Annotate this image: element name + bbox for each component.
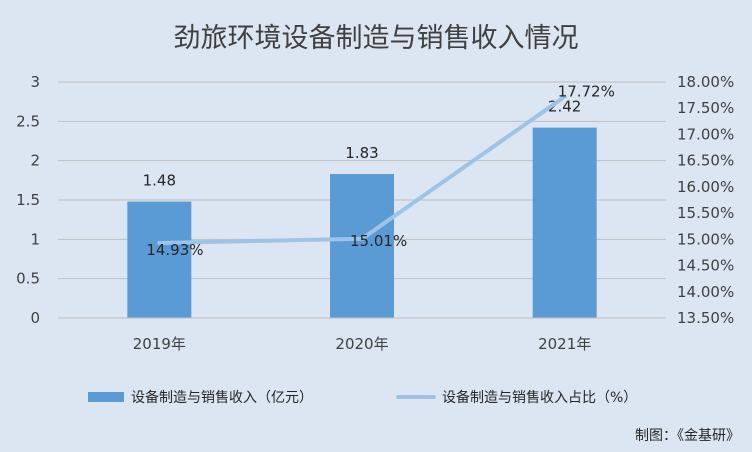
bar-data-label: 1.83 [345, 144, 378, 162]
bar-series: 1.481.832.42 [127, 98, 597, 318]
legend: 设备制造与销售收入（亿元） 设备制造与销售收入占比（%） [88, 389, 637, 406]
x-axis-tick-label: 2019年 [133, 335, 186, 353]
left-axis-tick-label: 1 [30, 230, 40, 248]
right-axis-tick-label: 14.50% [677, 257, 734, 275]
legend-label-bar: 设备制造与销售收入（亿元） [131, 389, 313, 406]
right-axis-tick-label: 15.00% [677, 230, 734, 248]
line-data-label: 15.01% [350, 232, 407, 250]
line-series: 14.93% 15.01% 17.72% [146, 83, 615, 259]
x-axis-tick-label: 2021年 [538, 335, 591, 353]
left-axis-tick-label: 3 [30, 73, 40, 91]
left-axis-tick-label: 1.5 [16, 191, 40, 209]
right-axis-tick-label: 13.50% [677, 309, 734, 327]
x-axis-tick-label: 2020年 [335, 335, 388, 353]
right-axis-tick-label: 16.50% [677, 152, 734, 170]
x-axis: 2019年 2020年 2021年 [58, 317, 666, 353]
bar [330, 174, 394, 318]
right-axis-tick-label: 16.00% [677, 178, 734, 196]
right-axis-tick-label: 14.00% [677, 283, 734, 301]
right-axis-tick-label: 15.50% [677, 204, 734, 222]
legend-label-line: 设备制造与销售收入占比（%） [442, 389, 637, 406]
right-axis: 13.50% 14.00% 14.50% 15.00% 15.50% 16.00% 16.5… [677, 73, 734, 327]
right-axis-tick-label: 17.50% [677, 99, 734, 117]
line-data-label: 17.72% [558, 83, 615, 101]
bar [532, 127, 597, 318]
chart-title: 劲旅环境设备制造与销售收入情况 [174, 23, 579, 54]
left-axis-tick-label: 2 [30, 152, 40, 170]
left-axis-tick-label: 0.5 [16, 270, 40, 288]
bar-data-label: 1.48 [143, 172, 176, 190]
legend-swatch-bar [88, 392, 124, 402]
left-axis: 0 0.5 1 1.5 2 2.5 3 [16, 73, 40, 327]
line-point [157, 241, 162, 246]
right-axis-tick-label: 18.00% [677, 73, 734, 91]
right-axis-tick-label: 17.00% [677, 125, 734, 143]
bar [127, 201, 192, 318]
left-axis-tick-label: 2.5 [16, 112, 40, 130]
left-axis-tick-label: 0 [30, 309, 40, 327]
chart-credit: 制图：《金基研》 [635, 427, 740, 444]
line-point [562, 94, 567, 99]
line-point [360, 236, 364, 241]
line-data-label: 14.93% [146, 241, 203, 259]
